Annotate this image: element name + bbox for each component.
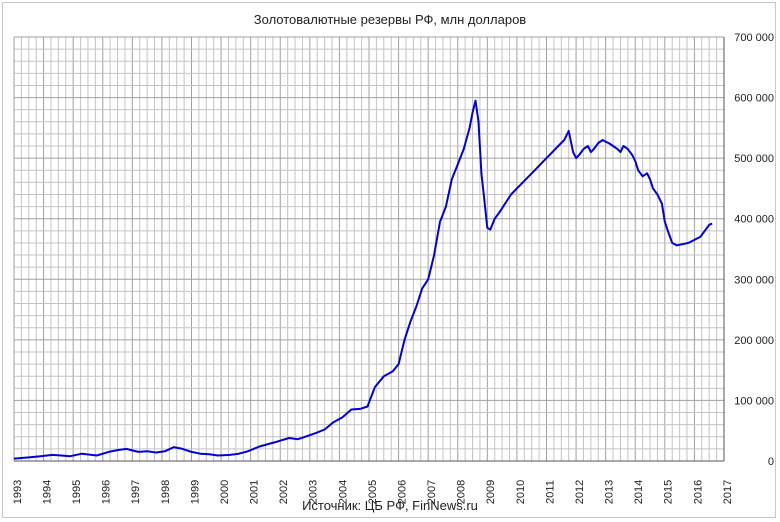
x-tick-label: 1997 — [130, 480, 142, 504]
y-tick-label: 500 000 — [734, 153, 774, 165]
source-note: Источник: ЦБ РФ, FinNews.ru — [302, 498, 478, 513]
y-tick-label: 200 000 — [734, 335, 774, 347]
x-tick-label: 2015 — [663, 480, 675, 504]
x-tick-label: 2012 — [574, 480, 586, 504]
x-tick-label: 2005 — [367, 480, 379, 504]
x-tick-label: 2008 — [456, 480, 468, 504]
x-tick-label: 2002 — [278, 480, 290, 504]
y-tick-label: 700 000 — [734, 32, 774, 44]
x-tick-label: 2009 — [485, 480, 497, 504]
series-line — [13, 99, 713, 460]
x-tick-label: 2006 — [396, 480, 408, 504]
x-tick-label: 2004 — [337, 480, 349, 504]
x-tick-label: 1998 — [160, 480, 172, 504]
x-tick-label: 1995 — [71, 480, 83, 504]
y-tick-label: 300 000 — [734, 274, 774, 286]
x-tick-label: 2013 — [604, 480, 616, 504]
chart-title: Золотовалютные резервы РФ, млн долларов — [253, 12, 527, 27]
x-tick-label: 1996 — [101, 480, 113, 504]
x-tick-label: 1994 — [41, 480, 53, 504]
x-tick-label: 2017 — [722, 480, 734, 504]
x-tick-label: 2007 — [426, 480, 438, 504]
axes — [14, 37, 725, 462]
series-group — [13, 99, 713, 460]
x-tick-label: 1999 — [189, 480, 201, 504]
grid — [13, 36, 725, 462]
x-tick-label: 1993 — [12, 480, 24, 504]
x-tick-label: 2003 — [308, 480, 320, 504]
x-tick-label: 2000 — [219, 480, 231, 504]
y-tick-label: 600 000 — [734, 93, 774, 105]
y-tick-label: 400 000 — [734, 214, 774, 226]
tick-labels: 1993 1994 1995 1996 1997 1998 1999 2000 2001 2002… — [12, 32, 774, 504]
y-tick-label: 0 — [768, 456, 774, 468]
x-tick-label: 2011 — [544, 480, 556, 504]
x-tick-label: 2001 — [249, 480, 261, 504]
y-tick-label: 100 000 — [734, 395, 774, 407]
x-tick-label: 2016 — [692, 480, 704, 504]
x-tick-label: 2010 — [515, 480, 527, 504]
x-tick-label: 2014 — [633, 480, 645, 504]
